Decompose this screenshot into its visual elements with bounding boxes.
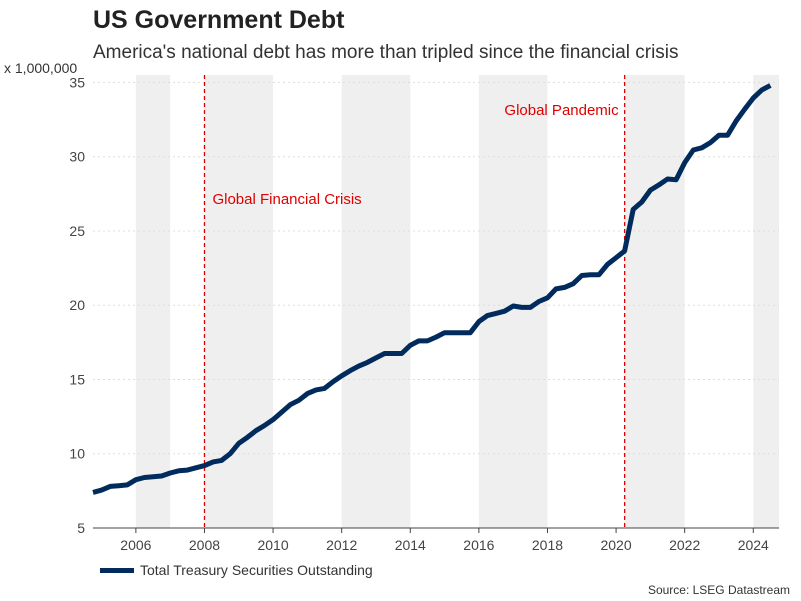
series-layer xyxy=(92,83,772,495)
y-axis-unit-label: x 1,000,000 xyxy=(4,60,78,76)
x-tick-label: 2010 xyxy=(257,537,288,553)
annotations: Global Financial Crisis Global Pandemic xyxy=(203,75,626,528)
shaded-band xyxy=(204,75,274,528)
source-note: Source: LSEG Datastream xyxy=(647,583,790,597)
annotation-label: Global Financial Crisis xyxy=(212,191,361,208)
x-tick-label: 2008 xyxy=(189,537,220,553)
y-tick-label: 30 xyxy=(69,149,85,165)
legend: Total Treasury Securities Outstanding xyxy=(100,562,373,578)
y-tick-label: 15 xyxy=(69,371,85,387)
legend-label: Total Treasury Securities Outstanding xyxy=(140,562,373,578)
x-tick-label: 2012 xyxy=(326,537,357,553)
x-tick-label: 2018 xyxy=(532,537,563,553)
shaded-band xyxy=(135,75,171,528)
y-tick-label: 35 xyxy=(69,74,85,90)
x-tick-label: 2016 xyxy=(463,537,494,553)
y-tick-label: 20 xyxy=(69,297,85,313)
series-line xyxy=(92,83,772,495)
x-tick-label: 2006 xyxy=(120,537,151,553)
x-tick-label: 2024 xyxy=(738,537,769,553)
shaded-band xyxy=(753,75,779,528)
x-tick-label: 2020 xyxy=(600,537,631,553)
axes: 5 10 15 20 25 30 35 2006 2008 2010 2012 2014 2016 201… xyxy=(69,74,779,553)
chart-subtitle: America's national debt has more than tr… xyxy=(93,42,679,63)
chart-title: US Government Debt xyxy=(93,6,345,34)
x-tick-label: 2022 xyxy=(669,537,700,553)
shaded-band xyxy=(624,75,685,528)
y-tick-label: 10 xyxy=(69,446,85,462)
y-tick-label: 25 xyxy=(69,223,85,239)
annotation-label: Global Pandemic xyxy=(504,102,619,119)
y-tick-label: 5 xyxy=(77,520,85,536)
shaded-band xyxy=(341,75,411,528)
shaded-bands xyxy=(135,75,779,528)
x-tick-label: 2014 xyxy=(395,537,426,553)
legend-swatch xyxy=(100,567,134,573)
